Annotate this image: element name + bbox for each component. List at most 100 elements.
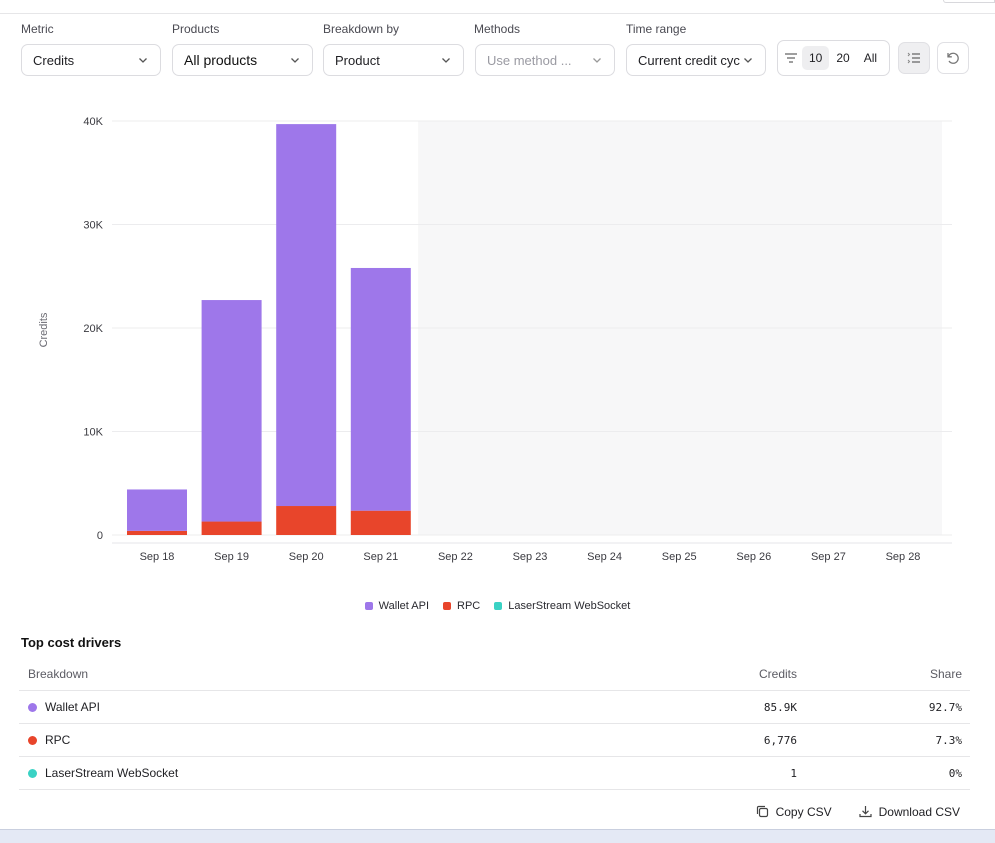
time-range-filter: Time range [626, 22, 686, 36]
table-row[interactable]: LaserStream WebSocket 1 0% [19, 757, 970, 790]
y-tick-label: 20K [83, 323, 103, 335]
x-tick-label: Sep 19 [214, 551, 249, 563]
legend-item[interactable]: LaserStream WebSocket [494, 600, 630, 612]
limit-segmented-control: 10 20 All [777, 40, 890, 76]
x-tick-label: Sep 25 [662, 551, 697, 563]
bar-wallet-api[interactable] [276, 124, 337, 507]
breakdown-select[interactable]: Product [323, 44, 464, 76]
row-credits: 6,776 [763, 733, 797, 747]
row-credits: 1 [790, 766, 797, 780]
x-tick-label: Sep 27 [811, 551, 846, 563]
y-tick-label: 30K [83, 220, 103, 232]
series-color-dot [28, 735, 37, 745]
legend-swatch [364, 602, 373, 610]
y-tick-label: 40K [83, 116, 103, 128]
x-tick-label: Sep 20 [289, 551, 324, 563]
top-cost-drivers-table: Breakdown Credits Share Wallet API 85.9K 9… [19, 658, 970, 790]
y-axis-label: Credits [38, 312, 50, 347]
taskbar-strip [0, 829, 995, 843]
methods-label: Methods [474, 22, 521, 36]
metric-label: Metric [21, 22, 54, 36]
x-tick-label: Sep 21 [363, 551, 398, 563]
copy-csv-button[interactable]: Copy CSV [755, 804, 832, 819]
chevron-down-icon [442, 58, 450, 63]
x-tick-label: Sep 22 [438, 551, 473, 563]
row-credits: 85.9K [763, 700, 797, 714]
column-credits: Credits [758, 667, 797, 681]
column-breakdown: Breakdown [28, 667, 89, 681]
time-range-select[interactable]: Current credit cyc [626, 44, 766, 76]
bar-wallet-api[interactable] [350, 267, 411, 511]
limit-option-20[interactable]: 20 [836, 51, 850, 65]
filter-lines-icon [785, 53, 797, 63]
chevron-down-icon [291, 58, 299, 63]
download-csv-label: Download CSV [878, 804, 960, 819]
x-tick-label: Sep 24 [587, 551, 622, 563]
methods-filter: Methods [474, 22, 520, 36]
x-tick-label: Sep 18 [140, 551, 175, 563]
export-actions: Copy CSV Download CSV [755, 804, 960, 819]
reset-icon [947, 52, 959, 64]
top-divider [0, 0, 995, 14]
list-ordered-icon [907, 52, 920, 64]
x-tick-label: Sep 26 [736, 551, 771, 563]
legend-item[interactable]: Wallet API [364, 600, 430, 612]
y-tick-label: 10K [83, 427, 103, 439]
products-select[interactable]: All products [172, 44, 313, 76]
row-name: Wallet API [45, 700, 100, 714]
copy-icon [756, 805, 768, 818]
bar-rpc[interactable] [350, 510, 411, 535]
metric-value: Credits [33, 52, 75, 68]
series-color-dot [28, 768, 37, 778]
products-filter: Products [172, 22, 219, 36]
breakdown-filter: Breakdown by [323, 22, 399, 36]
bar-wallet-api[interactable] [201, 300, 262, 522]
metric-filter: Metric [21, 22, 54, 36]
chevron-down-icon [744, 58, 752, 63]
reset-button[interactable] [937, 42, 969, 74]
row-breakdown: RPC [19, 733, 597, 747]
window-edge [943, 0, 995, 3]
row-share: 0% [948, 766, 962, 780]
bar-rpc[interactable] [276, 506, 337, 535]
legend-swatch [494, 602, 503, 610]
methods-select[interactable]: Use method ... [475, 44, 615, 76]
breakdown-value: Product [335, 52, 380, 68]
bar-wallet-api[interactable] [127, 489, 187, 531]
legend-label: RPC [457, 600, 481, 612]
breakdown-label: Breakdown by [323, 22, 400, 36]
download-icon [859, 806, 872, 818]
sort-toggle-button[interactable] [898, 42, 930, 74]
row-name: LaserStream WebSocket [45, 766, 179, 780]
row-share: 92.7% [928, 700, 962, 714]
row-breakdown: Wallet API [19, 700, 597, 714]
limit-option-all[interactable]: All [863, 51, 878, 65]
limit-option-10[interactable]: 10 [802, 46, 830, 70]
credits-chart: 0 10K 20K 30K 40K Sep 18 Sep 19 Sep 20 Sep 21 Sep… [38, 116, 952, 563]
table-row[interactable]: RPC 6,776 7.3% [19, 724, 970, 757]
table-row[interactable]: Wallet API 85.9K 92.7% [19, 691, 970, 724]
methods-placeholder: Use method ... [487, 52, 572, 68]
row-breakdown: LaserStream WebSocket [19, 766, 597, 780]
legend-label: LaserStream WebSocket [508, 600, 631, 612]
time-range-value: Current credit cyc [638, 52, 740, 68]
bar-rpc[interactable] [201, 521, 262, 535]
chart-legend: Wallet API RPC LaserStream WebSocket [0, 600, 995, 612]
row-name: RPC [45, 733, 71, 747]
legend-item[interactable]: RPC [443, 600, 480, 612]
bar-rpc[interactable] [127, 530, 187, 535]
chevron-down-icon [593, 58, 601, 63]
metric-select[interactable]: Credits [21, 44, 161, 76]
top-cost-drivers-title: Top cost drivers [21, 635, 122, 650]
column-share: Share [929, 667, 962, 681]
products-value: All products [184, 52, 258, 68]
time-range-label: Time range [626, 22, 687, 36]
table-header: Breakdown Credits Share [19, 658, 970, 691]
legend-label: Wallet API [378, 600, 430, 612]
y-tick-label: 0 [97, 530, 103, 542]
chevron-down-icon [139, 58, 147, 63]
legend-swatch [443, 602, 452, 610]
copy-csv-label: Copy CSV [775, 804, 832, 819]
row-share: 7.3% [935, 733, 963, 747]
download-csv-button[interactable]: Download CSV [858, 804, 960, 819]
